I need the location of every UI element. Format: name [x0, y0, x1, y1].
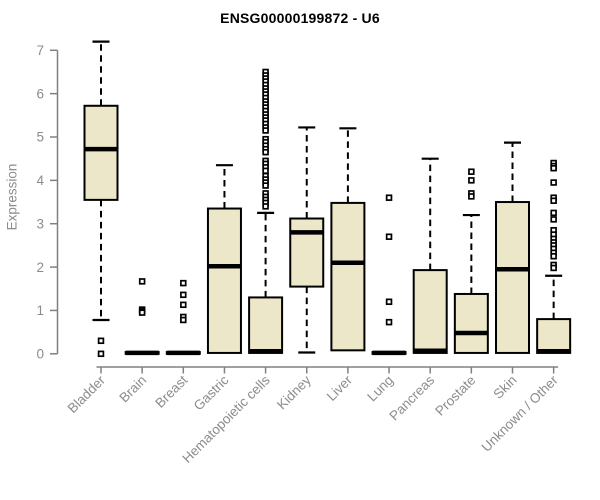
boxplot-breast: [165, 279, 201, 356]
x-tick-label-unknown-other: Unknown / Other: [479, 372, 562, 455]
x-tick-label-bladder: Bladder: [65, 372, 109, 416]
y-tick-label: 3: [36, 216, 44, 231]
outlier-point: [97, 350, 105, 358]
boxplot-liver: [330, 127, 366, 352]
outlier-point: [468, 168, 475, 175]
x-tick-label-skin: Skin: [490, 373, 519, 402]
outlier-point: [385, 318, 393, 326]
outlier-point: [180, 301, 187, 309]
outlier-point: [550, 197, 557, 204]
y-tick-label: 6: [36, 86, 44, 101]
outlier-point: [550, 179, 557, 186]
outlier-point: [550, 264, 557, 272]
outlier-point: [262, 127, 269, 134]
y-axis: 0 1 2 3 4 5 6 7: [36, 43, 59, 362]
x-tick-label-lung: Lung: [364, 373, 396, 405]
y-tick-label: 7: [36, 43, 44, 58]
boxplot-bladder: [83, 40, 119, 358]
outlier-point: [180, 291, 187, 299]
y-tick-label: 2: [36, 260, 44, 275]
x-tick-label-kidney: Kidney: [274, 372, 314, 412]
outlier-point: [385, 298, 393, 306]
x-tick-label-prostate: Prostate: [432, 373, 478, 419]
outlier-point: [385, 194, 393, 201]
outlier-point: [550, 252, 557, 260]
outlier-point: [550, 216, 557, 223]
boxplot-gastric: [206, 164, 242, 354]
boxplot-unknown-other: [536, 159, 572, 354]
outlier-point: [262, 182, 269, 189]
x-tick-label-breast: Breast: [152, 372, 190, 410]
x-tick-label-brain: Brain: [116, 373, 149, 406]
outlier-point: [262, 148, 269, 156]
y-tick-label: 4: [36, 173, 44, 188]
outlier-point: [262, 203, 269, 210]
outlier-point: [468, 193, 475, 200]
boxplot-brain: [124, 278, 160, 356]
boxplot-kidney: [289, 126, 325, 354]
outlier-point: [550, 164, 557, 172]
boxplot-lung: [371, 194, 407, 356]
chart-title: ENSG00000199872 - U6: [220, 10, 380, 26]
outlier-point: [97, 337, 105, 345]
boxplot-hematopoietic-cells: [248, 68, 284, 354]
boxplot-pancreas: [412, 157, 448, 354]
outlier-point: [138, 309, 146, 316]
outlier-point: [138, 278, 146, 285]
outlier-point: [385, 233, 393, 240]
x-tick-label-liver: Liver: [324, 372, 356, 404]
outlier-point: [180, 316, 187, 324]
x-tick-label-gastric: Gastric: [191, 372, 232, 413]
outlier-point: [180, 279, 187, 287]
x-tick-label-pancreas: Pancreas: [386, 372, 437, 423]
outlier-point: [262, 167, 269, 175]
y-tick-label: 0: [36, 347, 44, 362]
y-tick-label: 1: [36, 303, 44, 318]
outlier-point: [550, 209, 557, 217]
boxplot-skin: [495, 141, 530, 354]
y-tick-label: 5: [36, 130, 44, 145]
outlier-point: [468, 177, 475, 184]
boxplot-prostate: [453, 168, 489, 354]
